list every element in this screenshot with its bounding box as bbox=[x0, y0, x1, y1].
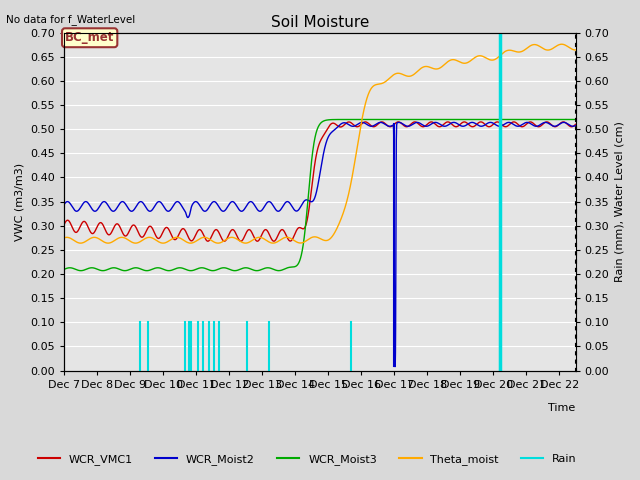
Text: BC_met: BC_met bbox=[65, 31, 115, 44]
Legend: WCR_VMC1, WCR_Moist2, WCR_Moist3, Theta_moist, Rain: WCR_VMC1, WCR_Moist2, WCR_Moist3, Theta_… bbox=[33, 450, 581, 469]
Y-axis label: Rain (mm), Water Level (cm): Rain (mm), Water Level (cm) bbox=[615, 121, 625, 282]
Text: No data for f_WaterLevel: No data for f_WaterLevel bbox=[6, 14, 136, 25]
Text: Time: Time bbox=[548, 403, 575, 413]
Title: Soil Moisture: Soil Moisture bbox=[271, 15, 369, 30]
Y-axis label: VWC (m3/m3): VWC (m3/m3) bbox=[15, 163, 25, 240]
